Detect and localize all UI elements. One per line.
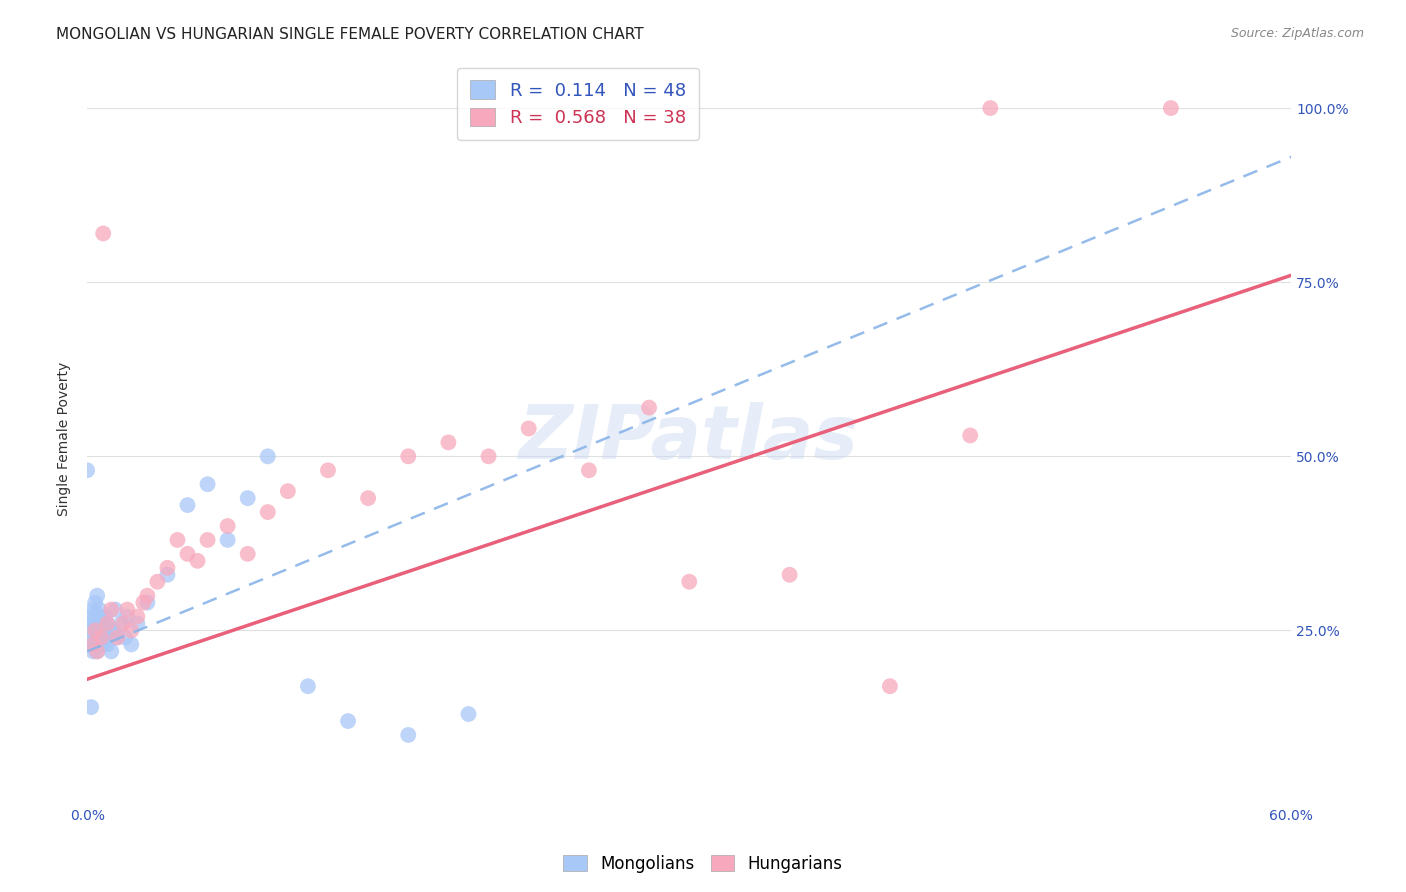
Point bbox=[86, 631, 108, 645]
Point bbox=[84, 624, 107, 638]
Point bbox=[80, 631, 103, 645]
Point bbox=[117, 609, 139, 624]
Point bbox=[76, 463, 98, 477]
Point bbox=[136, 589, 159, 603]
Point bbox=[110, 616, 132, 631]
Point bbox=[277, 484, 299, 499]
Point bbox=[96, 616, 118, 631]
Point bbox=[98, 624, 121, 638]
Point bbox=[84, 637, 107, 651]
Point bbox=[91, 637, 114, 651]
Point bbox=[82, 602, 104, 616]
Point bbox=[90, 609, 112, 624]
Point bbox=[156, 567, 179, 582]
Point bbox=[217, 533, 239, 547]
Point bbox=[959, 428, 981, 442]
Point bbox=[197, 477, 219, 491]
Point bbox=[89, 637, 111, 651]
Point bbox=[457, 707, 479, 722]
Point bbox=[236, 491, 259, 505]
Point bbox=[80, 609, 103, 624]
Point bbox=[357, 491, 380, 505]
Point bbox=[517, 421, 540, 435]
Point bbox=[316, 463, 339, 477]
Point bbox=[1160, 101, 1182, 115]
Point bbox=[236, 547, 259, 561]
Point bbox=[256, 505, 278, 519]
Point bbox=[84, 616, 107, 631]
Point bbox=[96, 637, 118, 651]
Point bbox=[104, 602, 127, 616]
Point bbox=[256, 450, 278, 464]
Point bbox=[638, 401, 661, 415]
Point bbox=[176, 547, 198, 561]
Point bbox=[477, 450, 499, 464]
Point bbox=[186, 554, 208, 568]
Point bbox=[578, 463, 600, 477]
Point bbox=[77, 637, 100, 651]
Y-axis label: Single Female Poverty: Single Female Poverty bbox=[58, 362, 72, 516]
Point bbox=[90, 631, 112, 645]
Point bbox=[297, 679, 319, 693]
Point bbox=[84, 596, 107, 610]
Point bbox=[100, 602, 122, 616]
Point bbox=[176, 498, 198, 512]
Point bbox=[89, 602, 111, 616]
Point bbox=[105, 631, 128, 645]
Point bbox=[114, 631, 136, 645]
Point bbox=[120, 624, 142, 638]
Point bbox=[678, 574, 700, 589]
Point bbox=[127, 616, 149, 631]
Point bbox=[337, 714, 360, 728]
Point bbox=[197, 533, 219, 547]
Point bbox=[127, 609, 149, 624]
Point bbox=[136, 596, 159, 610]
Point bbox=[91, 227, 114, 241]
Point bbox=[86, 644, 108, 658]
Text: ZIPatlas: ZIPatlas bbox=[519, 402, 859, 475]
Point bbox=[979, 101, 1001, 115]
Point bbox=[112, 616, 135, 631]
Point bbox=[879, 679, 901, 693]
Point bbox=[117, 602, 139, 616]
Point bbox=[96, 616, 118, 631]
Point bbox=[80, 700, 103, 714]
Point bbox=[89, 624, 111, 638]
Point bbox=[94, 609, 117, 624]
Point bbox=[82, 637, 104, 651]
Legend: R =  0.114   N = 48, R =  0.568   N = 38: R = 0.114 N = 48, R = 0.568 N = 38 bbox=[457, 68, 699, 140]
Point bbox=[396, 728, 419, 742]
Point bbox=[156, 561, 179, 575]
Legend: Mongolians, Hungarians: Mongolians, Hungarians bbox=[557, 848, 849, 880]
Point bbox=[103, 624, 125, 638]
Point bbox=[100, 644, 122, 658]
Point bbox=[86, 644, 108, 658]
Point bbox=[77, 616, 100, 631]
Point bbox=[82, 644, 104, 658]
Point bbox=[94, 631, 117, 645]
Point bbox=[91, 616, 114, 631]
Point bbox=[86, 589, 108, 603]
Point bbox=[396, 450, 419, 464]
Point bbox=[90, 631, 112, 645]
Point bbox=[82, 624, 104, 638]
Point bbox=[166, 533, 188, 547]
Text: Source: ZipAtlas.com: Source: ZipAtlas.com bbox=[1230, 27, 1364, 40]
Point bbox=[120, 637, 142, 651]
Point bbox=[779, 567, 801, 582]
Point bbox=[86, 609, 108, 624]
Point bbox=[132, 596, 155, 610]
Point bbox=[437, 435, 460, 450]
Point bbox=[217, 519, 239, 533]
Text: MONGOLIAN VS HUNGARIAN SINGLE FEMALE POVERTY CORRELATION CHART: MONGOLIAN VS HUNGARIAN SINGLE FEMALE POV… bbox=[56, 27, 644, 42]
Point bbox=[105, 631, 128, 645]
Point bbox=[146, 574, 169, 589]
